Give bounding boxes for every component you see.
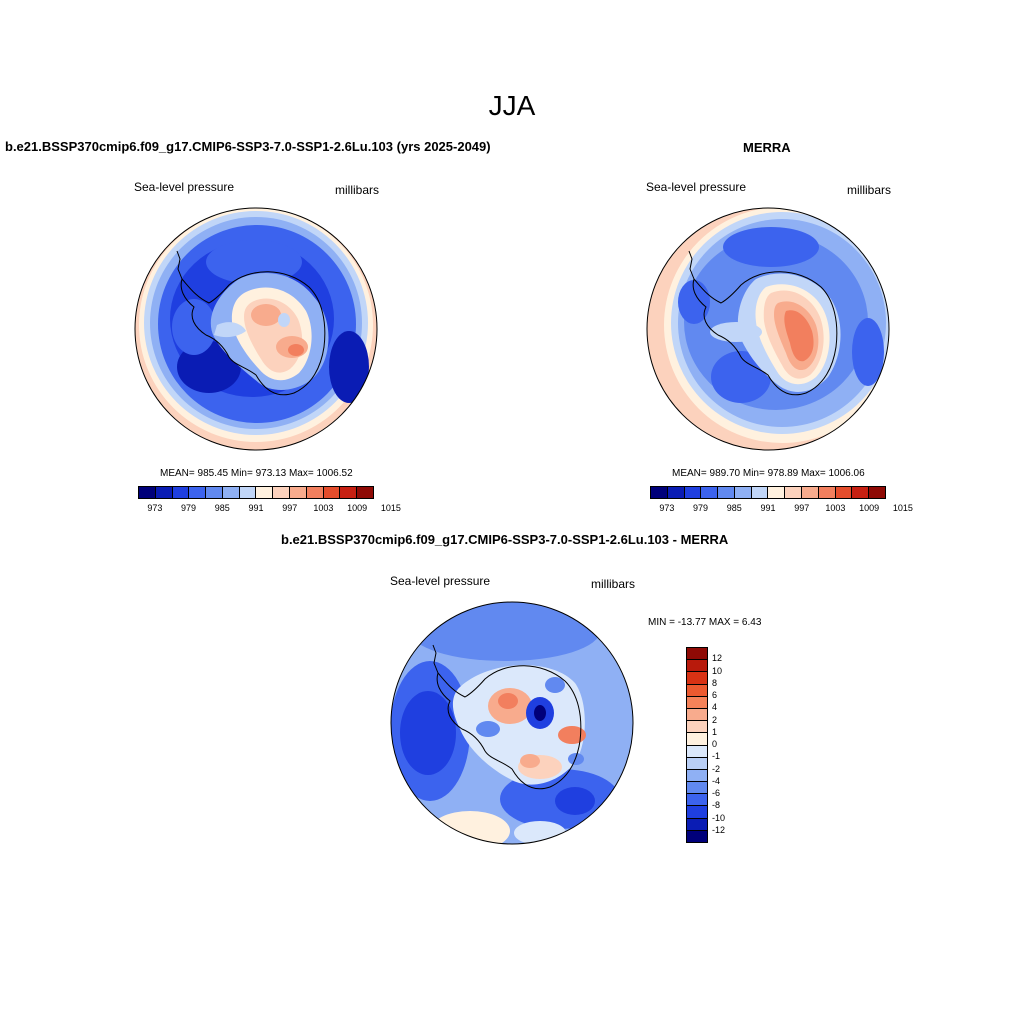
diff-colorbar-swatch [687,721,707,734]
model-colorbar-swatch [172,487,190,498]
obs-colorbar-tick-label: 979 [693,503,709,513]
model-colorbar-swatch [306,487,324,498]
diff-colorbar-tick-label: -1 [712,751,721,762]
diff-stats: MIN = -13.77 MAX = 6.43 [648,617,762,628]
model-colorbar-swatch [273,487,291,498]
diff-colorbar-ticks: 12 10 8 6 4 2 1 0 -1 -2 -4 -6 -8 -10 -12 [712,647,752,843]
model-panel-title: b.e21.BSSP370cmip6.f09_g17.CMIP6-SSP3-7.… [5,139,491,154]
diff-colorbar-swatch [687,794,707,807]
obs-colorbar-ticks: 973 979 985 991 997 1003 1009 1015 [650,503,913,515]
model-colorbar-swatch [357,487,373,498]
obs-colorbar-swatch [785,487,803,498]
model-units-label: millibars [335,183,380,197]
diff-colorbar-tick-label: 0 [712,739,718,749]
obs-colorbar-swatch [869,487,885,498]
diff-colorbar-swatch [687,782,707,795]
diff-colorbar-tick-label: -10 [712,812,726,823]
diff-colorbar-tick-label: -12 [712,824,726,835]
diff-colorbar-tick-label: 1 [712,726,718,737]
model-colorbar-swatch [239,487,257,498]
obs-panel-title: MERRA [743,140,791,155]
diff-colorbar-swatch [687,769,707,783]
model-colorbar-tick-label: 991 [248,503,264,513]
model-colorbar [138,486,374,499]
model-colorbar-tick-label: 979 [181,503,197,513]
model-colorbar-swatch [323,487,341,498]
diff-colorbar-tick-label: -4 [712,775,721,786]
diff-colorbar-swatch [687,672,707,685]
model-colorbar-swatch [340,487,358,498]
obs-colorbar-tick-label: 985 [726,503,742,513]
diff-colorbar-tick-label: 6 [712,690,718,700]
diff-colorbar-swatch [687,696,707,709]
diff-colorbar [686,647,708,843]
diff-colorbar-swatch [687,733,707,746]
obs-colorbar-swatch [651,487,668,498]
diff-colorbar-swatch [687,745,707,758]
obs-colorbar-tick-label: 991 [760,503,776,513]
obs-variable-label: Sea-level pressure [646,180,747,194]
model-colorbar-swatch [256,487,274,498]
obs-colorbar-swatch [802,487,819,498]
model-colorbar-ticks: 973 979 985 991 997 1003 1009 1015 [138,503,401,515]
diff-colorbar-tick-label: -6 [712,788,721,798]
model-colorbar-swatch [139,487,156,498]
model-colorbar-tick-label: 997 [282,503,298,513]
diff-colorbar-swatch [687,818,707,831]
obs-colorbar-tick-label: 1009 [859,503,880,513]
model-stats: MEAN= 985.45 Min= 973.13 Max= 1006.52 [160,468,353,479]
diff-units-label: millibars [591,577,636,591]
model-colorbar-tick-label: 1015 [380,503,401,513]
diff-panel-title: b.e21.BSSP370cmip6.f09_g17.CMIP6-SSP3-7.… [281,532,729,547]
model-colorbar-swatch [222,487,240,498]
model-variable-label: Sea-level pressure [134,180,235,194]
model-colorbar-tick-label: 1003 [313,503,334,513]
diff-colorbar-swatch [687,648,707,661]
model-colorbar-swatch [155,487,173,498]
obs-colorbar [650,486,886,499]
model-polar-map [134,207,378,451]
diff-colorbar-swatch [687,708,707,722]
diff-colorbar-swatch [687,830,707,842]
diff-colorbar-tick-label: -2 [712,763,721,774]
obs-colorbar-swatch [701,487,719,498]
obs-colorbar-swatch [751,487,769,498]
obs-units-label: millibars [847,183,892,197]
obs-polar-map [646,207,890,451]
obs-colorbar-swatch [768,487,786,498]
obs-colorbar-tick-label: 1015 [892,503,913,513]
diff-colorbar-swatch [687,757,707,770]
obs-colorbar-swatch [734,487,752,498]
obs-colorbar-tick-label: 997 [794,503,810,513]
diff-colorbar-tick-label: 8 [712,677,718,688]
obs-colorbar-swatch [667,487,685,498]
diff-colorbar-tick-label: 2 [712,714,718,725]
obs-colorbar-tick-label: 973 [659,503,675,513]
diff-colorbar-tick-label: 10 [712,665,723,676]
model-colorbar-tick-label: 985 [214,503,230,513]
diff-colorbar-tick-label: -8 [712,800,721,811]
diff-colorbar-swatch [687,684,707,697]
diff-variable-label: Sea-level pressure [390,574,491,588]
obs-colorbar-swatch [818,487,836,498]
model-colorbar-swatch [290,487,307,498]
obs-colorbar-tick-label: 1003 [825,503,846,513]
diff-colorbar-tick-label: 12 [712,653,723,664]
obs-stats: MEAN= 989.70 Min= 978.89 Max= 1006.06 [672,468,865,479]
diff-colorbar-swatch [687,660,707,673]
obs-colorbar-swatch [718,487,735,498]
diff-polar-map [390,601,634,845]
diff-colorbar-swatch [687,806,707,819]
obs-colorbar-swatch [684,487,702,498]
obs-colorbar-swatch [835,487,853,498]
obs-colorbar-swatch [852,487,870,498]
season-title: JJA [488,90,536,121]
model-colorbar-tick-label: 1009 [347,503,368,513]
diff-colorbar-tick-label: 4 [712,702,718,713]
model-colorbar-tick-label: 973 [147,503,163,513]
model-colorbar-swatch [206,487,223,498]
model-colorbar-swatch [189,487,207,498]
